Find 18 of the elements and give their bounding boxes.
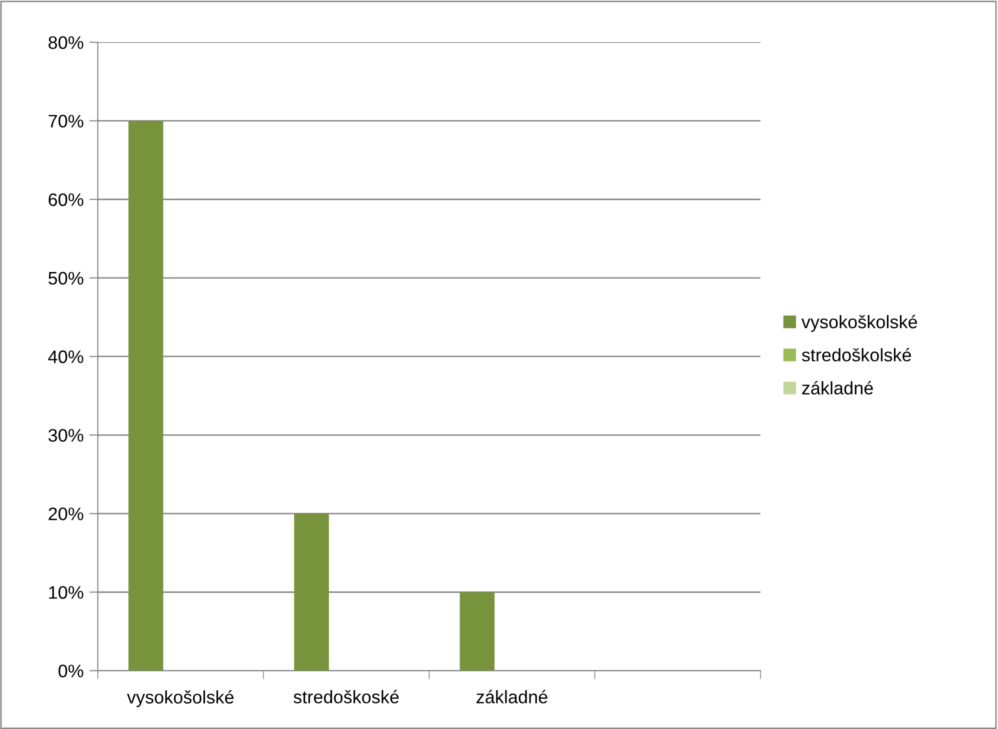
x-tick-label: základné xyxy=(476,690,548,704)
bar xyxy=(460,592,495,671)
y-tick-label: 0% xyxy=(58,664,84,678)
legend-label: stredoškolské xyxy=(802,348,911,362)
bar xyxy=(294,514,329,671)
y-tick-label: 30% xyxy=(48,428,84,442)
legend-label: základné xyxy=(802,381,873,395)
y-tick-label: 70% xyxy=(48,114,84,128)
y-tick-label: 20% xyxy=(48,508,84,520)
x-tick-label: stredoškoské xyxy=(294,690,399,704)
y-tick-label: 10% xyxy=(49,586,84,599)
y-tick-label: 50% xyxy=(48,272,84,285)
y-tick-label: 80% xyxy=(48,36,84,49)
y-tick-label: 40% xyxy=(48,350,84,364)
bar xyxy=(128,120,164,671)
y-tick-label: 60% xyxy=(48,193,84,206)
legend-label: vysokoškolské xyxy=(801,314,918,332)
x-tick-label: vysokošolské xyxy=(127,690,234,708)
